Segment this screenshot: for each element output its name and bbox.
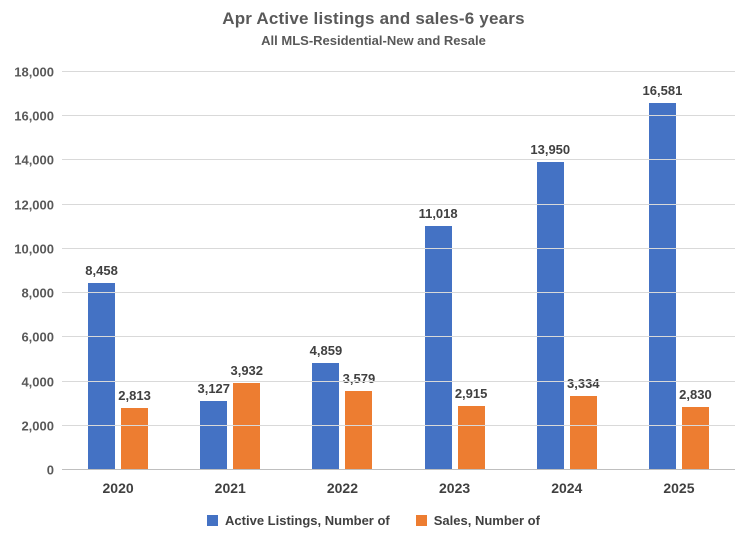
legend-swatch-sales-icon <box>415 515 427 526</box>
bar-active-listings-2024: 13,950 <box>530 142 570 470</box>
bar-group-2021: 3,127 3,932 <box>174 72 286 470</box>
chart-subtitle: All MLS-Residential-New and Resale <box>261 33 486 48</box>
bar-sales-2021: 3,932 <box>230 363 263 470</box>
x-axis-tick-label-2022: 2022 <box>326 480 358 496</box>
gridline <box>62 292 735 294</box>
x-axis-tick-label-2021: 2021 <box>214 480 246 496</box>
chart-title: Apr Active listings and sales-6 years <box>222 9 525 28</box>
legend-label-sales: Sales, Number of <box>433 513 540 528</box>
x-axis-tick-label-2023: 2023 <box>439 480 471 496</box>
y-axis-tick-label: 10,000 <box>14 241 54 257</box>
y-axis-tick-label: 4,000 <box>21 374 54 390</box>
bar-value-label: 8,458 <box>85 262 118 278</box>
x-axis-tick-label-2020: 2020 <box>102 480 134 496</box>
bar-sales-2023: 2,915 <box>455 386 487 470</box>
bar-value-label: 4,859 <box>309 342 343 358</box>
bar-group-2024: 13,950 3,334 <box>511 72 623 470</box>
bar-value-label: 3,932 <box>230 363 264 379</box>
bar-groups: 8,458 2,813 3,127 3,932 4,859 3,579 11,018 2,91… <box>62 72 735 470</box>
bar-group-2022: 4,859 3,579 <box>286 72 398 470</box>
bar-sales-2022: 3,579 <box>343 371 375 470</box>
gridline <box>62 71 735 72</box>
y-axis-tick-label: 14,000 <box>14 152 54 168</box>
x-axis-baseline <box>62 469 735 470</box>
bar-active-listings-2023: 11,018 <box>419 206 458 470</box>
gridline <box>62 380 735 382</box>
bar-active-listings-2022: 4,859 <box>310 343 342 470</box>
bar-value-label: 3,127 <box>197 380 231 396</box>
y-axis-tick-label: 0 <box>46 462 54 478</box>
y-axis-labels: 0 2,000 4,000 6,000 8,000 10,000 12,000 14,000 1… <box>0 65 54 478</box>
bar-active-listings-2021: 3,127 <box>197 381 230 470</box>
bar-value-label: 2,830 <box>679 387 712 403</box>
gridline <box>62 247 735 249</box>
legend-label-active-listings: Active Listings, Number of <box>225 513 390 528</box>
bar-sales-2020: 2,813 <box>118 388 151 470</box>
gridline <box>62 159 735 161</box>
legend-item-active-listings: Active Listings, Number of <box>207 513 390 528</box>
bar-active-listings-2025: 16,581 <box>643 83 682 470</box>
y-axis-tick-label: 12,000 <box>14 197 54 213</box>
y-axis-tick-label: 6,000 <box>21 329 54 345</box>
bar-group-2025: 16,581 2,830 <box>623 72 735 470</box>
plot-area: 8,458 2,813 3,127 3,932 4,859 3,579 11,018 2,91… <box>62 71 735 470</box>
bar-sales-2024: 3,334 <box>567 376 600 470</box>
gridline <box>62 424 735 426</box>
bar-value-label: 3,334 <box>566 376 600 392</box>
bar-value-label: 3,579 <box>342 370 376 386</box>
y-axis-tick-label: 8,000 <box>21 285 54 301</box>
bar-value-label: 2,915 <box>454 385 488 401</box>
x-axis-labels: 2020 2021 2022 2023 2024 2025 <box>62 480 735 496</box>
y-axis-tick-label: 16,000 <box>14 108 54 124</box>
gridline <box>62 336 735 338</box>
bar-active-listings-2020: 8,458 <box>85 263 118 470</box>
y-axis-tick-label: 18,000 <box>14 64 54 80</box>
bar-sales-2025: 2,830 <box>679 387 712 470</box>
x-axis-tick-label-2024: 2024 <box>551 480 583 496</box>
bar-group-2023: 11,018 2,915 <box>399 72 511 470</box>
gridline <box>62 203 735 205</box>
x-axis-tick-label-2025: 2025 <box>663 480 695 496</box>
legend-swatch-active-listings-icon <box>207 515 219 526</box>
legend-item-sales: Sales, Number of <box>415 513 540 528</box>
bar-group-2020: 8,458 2,813 <box>62 72 174 470</box>
bar-value-label: 13,950 <box>530 141 571 157</box>
bar-value-label: 16,581 <box>642 83 683 99</box>
y-axis-tick-label: 2,000 <box>21 418 54 434</box>
gridline <box>62 115 735 117</box>
legend: Active Listings, Number of Sales, Number… <box>0 513 747 528</box>
bar-value-label: 11,018 <box>418 206 458 222</box>
bar-value-label: 2,813 <box>118 387 151 403</box>
